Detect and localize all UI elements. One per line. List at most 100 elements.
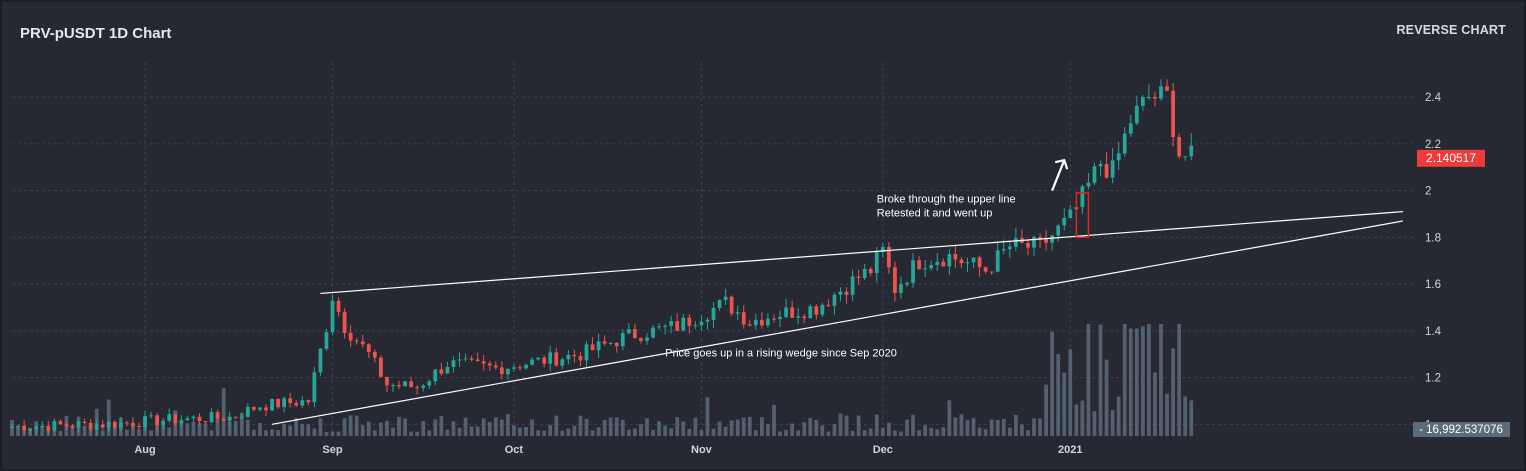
candle-body [1032,237,1036,248]
reverse-chart-button[interactable]: REVERSE CHART [1390,22,1512,38]
y-tick-label: 1.2 [1425,373,1441,385]
volume-bar [935,429,940,436]
volume-bar [657,421,661,436]
candle [288,392,293,408]
candle-body [862,268,867,278]
volume-bar [1189,400,1194,436]
volume-bar [893,430,897,436]
candle [874,246,879,283]
volume-bar [1007,427,1012,436]
candle [76,420,81,432]
volume-bar [100,430,105,436]
volume-bar [959,414,964,436]
volume-bar [397,416,401,436]
candle [487,360,492,371]
candle-body [512,367,516,369]
volume-bar [874,414,879,436]
candle-body [118,422,123,428]
candle-body [1171,90,1175,138]
candle-body [1013,238,1018,247]
candle-body [518,367,522,369]
candle [385,376,389,393]
breakout-highlight-box [1075,192,1090,239]
volume-bar [306,424,311,436]
volume-bar [602,420,607,436]
candle [1159,79,1163,101]
volume-bar [766,423,770,436]
last-volume-badge [1413,422,1510,437]
volume-bar [1013,414,1018,436]
candle-body [1147,96,1151,98]
candle-body [16,425,20,427]
candle [790,300,794,318]
volume-bar [1147,324,1151,436]
candle-body [645,337,649,341]
candle [70,423,75,429]
candle [1026,240,1030,256]
volume-bar [808,418,813,436]
volume-bar [270,429,274,436]
candle-body [669,321,674,326]
candle-body [342,311,347,333]
candle [1032,235,1036,256]
volume-bar [856,415,861,436]
volume-bar [802,422,807,436]
candle-body [766,318,770,326]
volume-bar [989,419,994,436]
candle [312,366,317,408]
candle [324,328,329,352]
volume-bar [239,412,244,436]
candle-body [1122,133,1127,154]
volume-bar [717,421,722,436]
volume-bar [941,427,946,436]
volume-bar [300,423,305,436]
volume-bar [548,424,553,436]
candle [348,325,353,347]
volume-bar [608,417,613,436]
volume-bar [1122,324,1127,436]
candle-body [366,344,371,352]
candle-body [657,326,661,328]
candle [699,314,704,332]
candle [161,418,166,431]
candle [608,342,613,346]
candle [645,333,649,346]
candle [270,398,274,412]
candle [439,362,444,376]
candle [409,376,414,388]
candle [747,319,752,327]
candle-body [663,325,667,327]
candle-body [566,354,571,360]
candle [427,379,432,389]
candle-body [1080,186,1085,208]
volume-bar [784,429,788,436]
candle-body [941,261,946,267]
candle-body [1062,217,1067,226]
candle [16,424,20,430]
annotation-text: Broke through the upper line [877,193,1016,205]
candle [245,403,250,418]
volume-bar [258,423,262,436]
volume-bar [481,418,486,436]
candle-body [167,414,172,421]
candle-body [506,368,510,375]
candle [34,424,39,435]
candle-body [868,268,873,274]
volume-bar [512,425,516,436]
volume-bar [499,419,504,436]
candle [1062,208,1067,231]
candle-body [82,421,87,423]
volume-bar [403,418,407,436]
volume-bar [1092,411,1097,436]
volume-bar [1128,328,1133,436]
volume-bar [348,415,353,436]
candle [1104,152,1109,179]
candle [1013,227,1018,252]
volume-bar [747,416,752,436]
volume-bar [312,428,317,436]
volume-bar [1140,326,1145,436]
candle-body [34,426,39,430]
candle-body [977,257,982,268]
candle-body [125,422,129,424]
